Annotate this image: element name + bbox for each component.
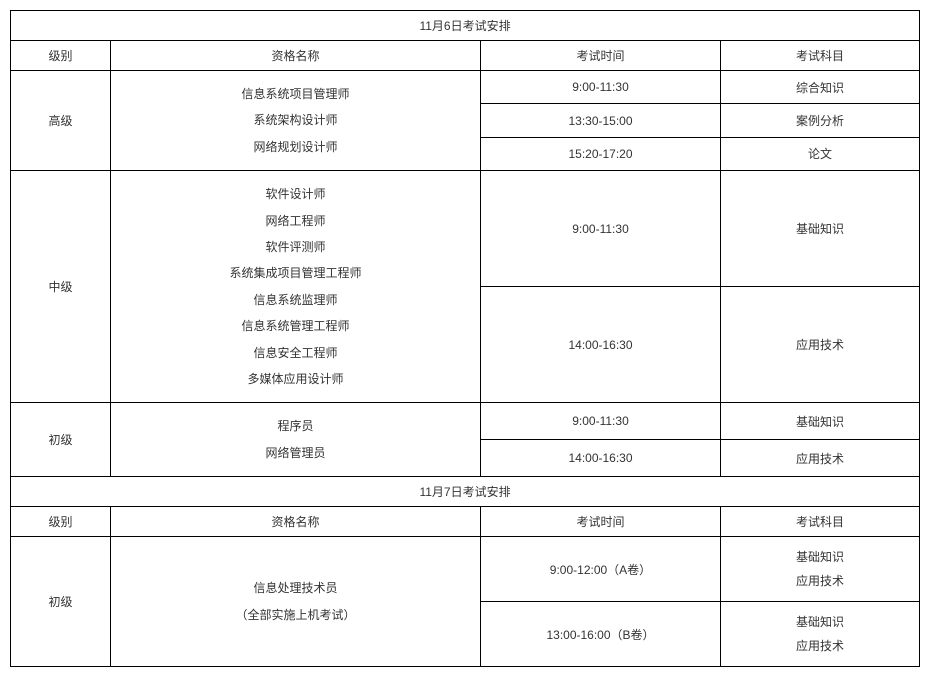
subject-cell: 基础知识应用技术 [721, 602, 920, 667]
qual-cell: 信息系统项目管理师系统架构设计师网络规划设计师 [111, 71, 481, 171]
time-cell: 14:00-16:30 [481, 440, 721, 477]
header-subject: 考试科目 [721, 507, 920, 537]
level-cell: 中级 [11, 171, 111, 403]
qual-cell: 软件设计师网络工程师软件评测师系统集成项目管理工程师信息系统监理师信息系统管理工… [111, 171, 481, 403]
time-cell: 14:00-16:30 [481, 287, 721, 403]
time-cell: 9:00-11:30 [481, 403, 721, 440]
subject-cell: 基础知识应用技术 [721, 537, 920, 602]
section-title: 11月7日考试安排 [11, 477, 920, 507]
subject-cell: 案例分析 [721, 104, 920, 137]
time-cell: 9:00-11:30 [481, 171, 721, 287]
qual-cell: 信息处理技术员（全部实施上机考试） [111, 537, 481, 667]
header-level: 级别 [11, 507, 111, 537]
table-row: 中级 软件设计师网络工程师软件评测师系统集成项目管理工程师信息系统监理师信息系统… [11, 171, 920, 287]
table-row: 初级 信息处理技术员（全部实施上机考试） 9:00-12:00（A卷） 基础知识… [11, 537, 920, 602]
exam-schedule-table: 11月6日考试安排 级别 资格名称 考试时间 考试科目 高级 信息系统项目管理师… [10, 10, 920, 667]
header-subject: 考试科目 [721, 41, 920, 71]
subject-cell: 综合知识 [721, 71, 920, 104]
header-qual: 资格名称 [111, 41, 481, 71]
header-time: 考试时间 [481, 41, 721, 71]
header-row: 级别 资格名称 考试时间 考试科目 [11, 41, 920, 71]
section-title: 11月6日考试安排 [11, 11, 920, 41]
time-cell: 9:00-11:30 [481, 71, 721, 104]
table-row: 初级 程序员网络管理员 9:00-11:30 基础知识 [11, 403, 920, 440]
section-title-row: 11月7日考试安排 [11, 477, 920, 507]
level-cell: 高级 [11, 71, 111, 171]
subject-cell: 论文 [721, 137, 920, 170]
qual-cell: 程序员网络管理员 [111, 403, 481, 477]
header-level: 级别 [11, 41, 111, 71]
time-cell: 15:20-17:20 [481, 137, 721, 170]
time-cell: 9:00-12:00（A卷） [481, 537, 721, 602]
time-cell: 13:30-15:00 [481, 104, 721, 137]
time-cell: 13:00-16:00（B卷） [481, 602, 721, 667]
subject-cell: 基础知识 [721, 171, 920, 287]
header-time: 考试时间 [481, 507, 721, 537]
header-row: 级别 资格名称 考试时间 考试科目 [11, 507, 920, 537]
subject-cell: 应用技术 [721, 440, 920, 477]
level-cell: 初级 [11, 537, 111, 667]
subject-cell: 基础知识 [721, 403, 920, 440]
section-title-row: 11月6日考试安排 [11, 11, 920, 41]
table-row: 高级 信息系统项目管理师系统架构设计师网络规划设计师 9:00-11:30 综合… [11, 71, 920, 104]
subject-cell: 应用技术 [721, 287, 920, 403]
level-cell: 初级 [11, 403, 111, 477]
header-qual: 资格名称 [111, 507, 481, 537]
